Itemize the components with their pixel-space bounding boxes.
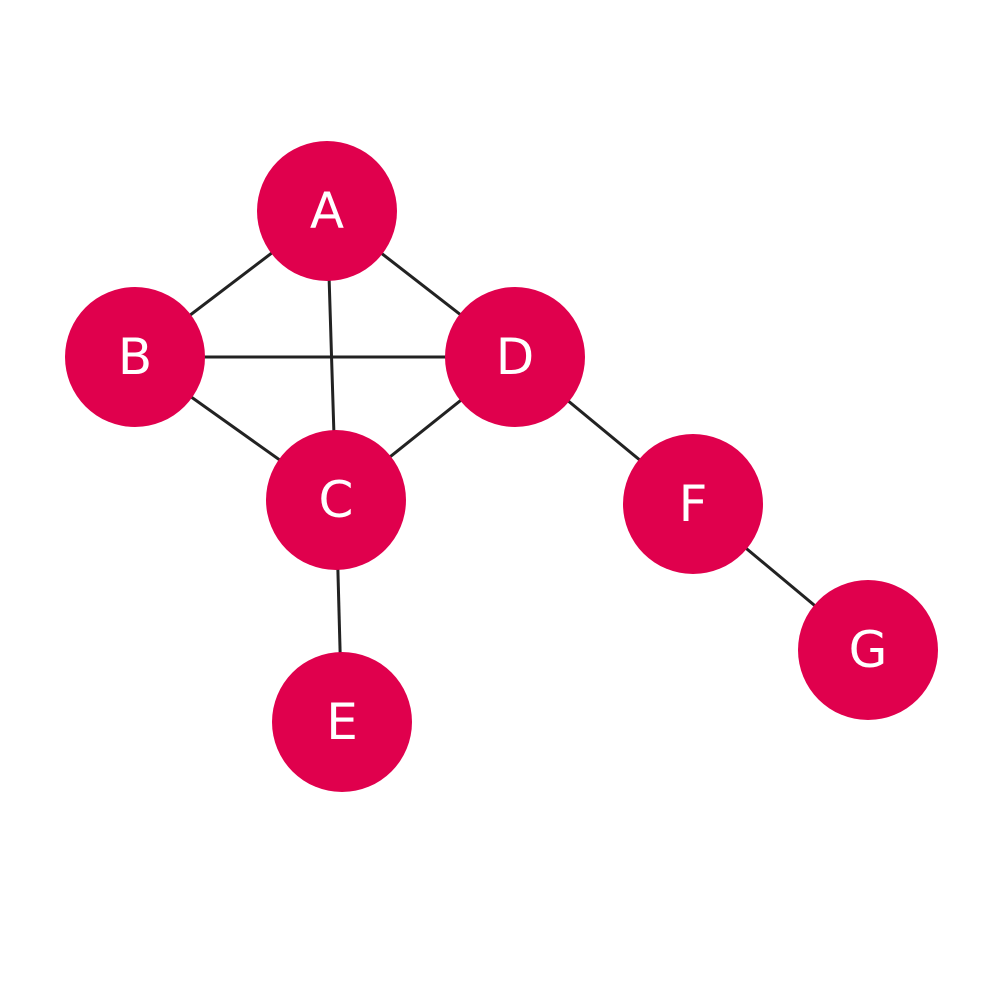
node-circle-g xyxy=(798,580,938,720)
node-b: B xyxy=(65,287,205,427)
nodes-group: A B C D E F G xyxy=(65,141,938,792)
node-label-d: D xyxy=(496,328,535,386)
node-label-e: E xyxy=(326,693,358,751)
node-c: C xyxy=(266,430,406,570)
node-circle-a xyxy=(257,141,397,281)
node-f: F xyxy=(623,434,763,574)
node-label-b: B xyxy=(118,328,152,386)
node-label-f: F xyxy=(679,475,708,533)
node-a: A xyxy=(257,141,397,281)
node-g: G xyxy=(798,580,938,720)
edges-group xyxy=(134,209,869,723)
node-d: D xyxy=(445,287,585,427)
node-e: E xyxy=(272,652,412,792)
node-label-a: A xyxy=(310,182,344,240)
node-circle-e xyxy=(272,652,412,792)
node-circle-b xyxy=(65,287,205,427)
node-label-c: C xyxy=(319,471,354,529)
node-circle-c xyxy=(266,430,406,570)
node-circle-d xyxy=(445,287,585,427)
node-label-g: G xyxy=(849,621,888,679)
node-circle-f xyxy=(623,434,763,574)
